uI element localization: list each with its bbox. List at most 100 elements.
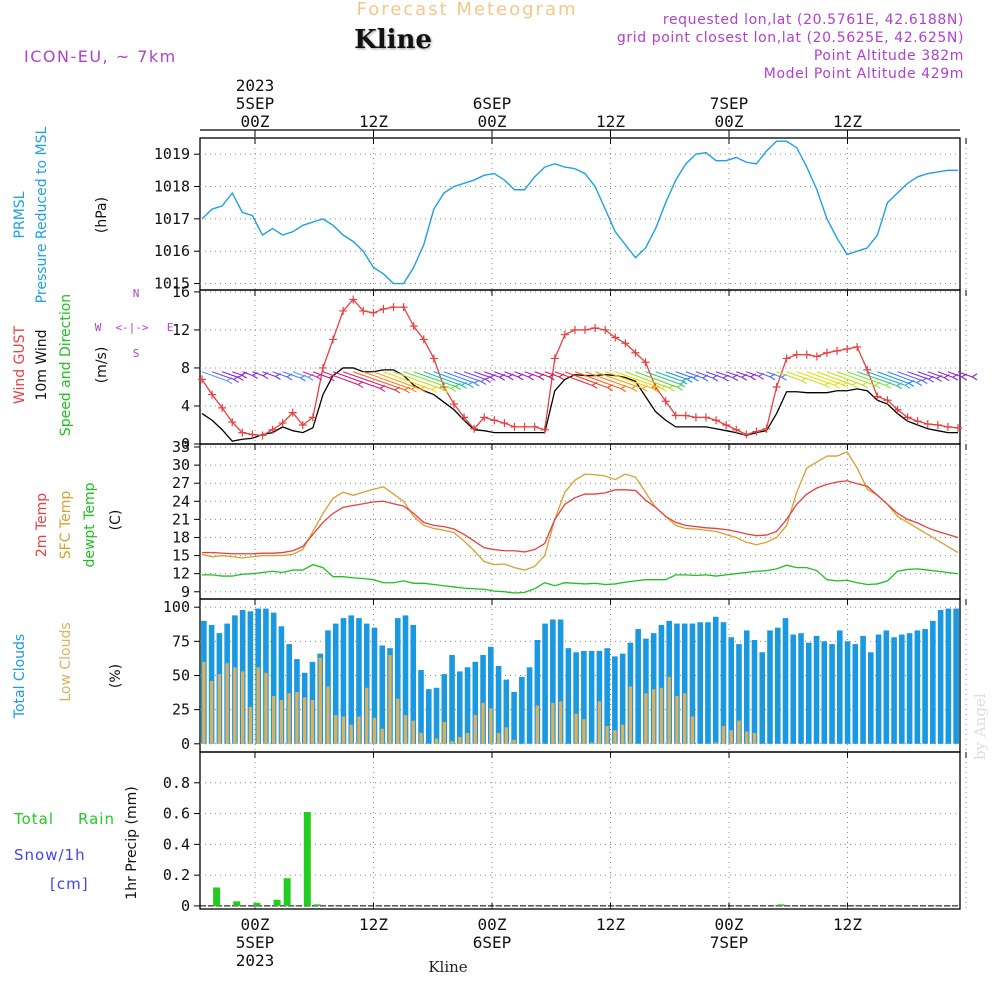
gust-marker [691, 413, 700, 422]
low-cloud-bar [597, 701, 602, 744]
total-cloud-bar [674, 623, 680, 744]
total-cloud-bar [930, 620, 936, 744]
low-cloud-bar [512, 739, 516, 744]
wind-direction-arrow [857, 371, 903, 390]
rain-bar [777, 904, 785, 906]
y-tick-label: 18 [172, 528, 190, 546]
total-cloud-bar [596, 650, 603, 744]
low-cloud-bar [504, 727, 509, 744]
total-cloud-bar [705, 622, 711, 744]
wind-arrow-shaft [957, 371, 973, 378]
credit-watermark: by Angel [971, 693, 989, 760]
wind-arrow-shaft [786, 371, 825, 386]
temp-2m-label: 2m Temp [34, 493, 50, 557]
y-tick-label: 24 [172, 492, 190, 510]
low-clouds-label: Low Clouds [58, 622, 74, 701]
low-cloud-bar [489, 708, 493, 744]
pressure-panel: PRMSL Pressure Reduced to MSL (hPa) 1015… [12, 126, 967, 303]
total-cloud-bar [829, 644, 835, 744]
low-cloud-bar [651, 689, 656, 744]
wind-arrow-head [411, 385, 417, 393]
total-cloud-bar [906, 633, 913, 744]
top-time-label: 00Z [241, 112, 270, 131]
wind-arrow-shaft [806, 371, 844, 386]
wind-arrow-shaft [927, 371, 945, 379]
gust-marker [681, 411, 690, 420]
low-cloud-bar [450, 741, 454, 744]
top-time-label: 00Z [715, 112, 744, 131]
temp-sfc-label: SFC Temp [58, 491, 74, 560]
total-cloud-bar [410, 624, 417, 744]
wind-arrow-shaft [332, 371, 381, 389]
gust-marker [329, 335, 338, 344]
wind-arrow-shaft [877, 371, 910, 384]
y-tick-label: 0.8 [163, 774, 190, 792]
gust-marker [379, 305, 388, 314]
dewpt-temp-line [202, 563, 959, 594]
gust-marker [671, 411, 680, 420]
low-cloud-bar [279, 700, 284, 744]
wind-direction-arrow [615, 371, 667, 392]
gust-marker [812, 352, 821, 361]
low-cloud-bar [745, 731, 749, 744]
y-tick-label: 8 [181, 359, 190, 377]
low-cloud-bar [419, 732, 423, 744]
gust-marker [248, 430, 257, 439]
total-cloud-bar [883, 630, 890, 744]
gust-marker [772, 382, 781, 391]
wind-arrow-shaft [645, 371, 681, 385]
gust-marker [843, 344, 852, 353]
low-cloud-bar [256, 667, 260, 744]
total-clouds-label: Total Clouds [12, 634, 28, 719]
total-cloud-bar [247, 611, 254, 744]
wind-direction-arrow [262, 371, 281, 380]
wind-arrow-head [834, 381, 840, 389]
gust-marker [641, 358, 650, 367]
gust-marker [883, 396, 892, 405]
wind-arrow-head [679, 380, 686, 388]
app-title: Forecast Meteogram [356, 0, 577, 20]
gust-marker [581, 325, 590, 334]
total-cloud-bar [720, 622, 727, 744]
low-cloud-bar [388, 655, 392, 744]
low-cloud-bar [721, 726, 726, 744]
gust-marker [399, 303, 408, 312]
wind-arrow-shaft [846, 371, 886, 386]
compass-arrow-label: <-|-> [115, 321, 148, 334]
clouds-panel: Total Clouds Low Clouds (%) 0 25 50 75 100 [12, 598, 967, 753]
gust-marker [349, 295, 358, 304]
wind-arrow-shaft [655, 371, 683, 382]
top-time-label: 00Z [478, 112, 507, 131]
gust-marker [550, 354, 559, 363]
low-cloud-bar [326, 686, 330, 744]
wind-direction-arrow [746, 371, 765, 380]
wind-arrow-shaft [695, 371, 713, 379]
wind-arrow-shaft [836, 371, 876, 386]
wind-arrow-shaft [776, 371, 802, 382]
total-cloud-bar [736, 644, 742, 744]
wind-direction-arrow [947, 371, 967, 381]
gust-marker [409, 322, 418, 331]
total-cloud-bar [891, 637, 897, 744]
wind-arrow-shaft [262, 371, 276, 377]
wind-direction-arrow [413, 371, 461, 390]
gust-marker [208, 390, 217, 399]
wind-arrow-shaft [816, 371, 853, 386]
panel-frame [199, 137, 961, 291]
low-cloud-bar [411, 720, 415, 744]
gust-marker [893, 405, 902, 414]
y-tick-label: 30 [172, 456, 190, 474]
gust-marker [339, 306, 348, 315]
y-tick-label: 0 [181, 735, 190, 753]
low-cloud-bar [202, 661, 206, 744]
gust-marker [611, 333, 620, 342]
wind-arrow-shaft [917, 371, 937, 379]
low-cloud-bar [667, 676, 671, 744]
total-cloud-bar [534, 639, 541, 744]
wind-10m-label: 10m Wind [34, 329, 50, 400]
gust-marker [470, 424, 479, 433]
wind-arrow-shaft [937, 371, 954, 378]
rain-bar [253, 902, 261, 906]
top-time-label: 5SEP [236, 94, 275, 113]
total-cloud-bar [937, 609, 944, 744]
